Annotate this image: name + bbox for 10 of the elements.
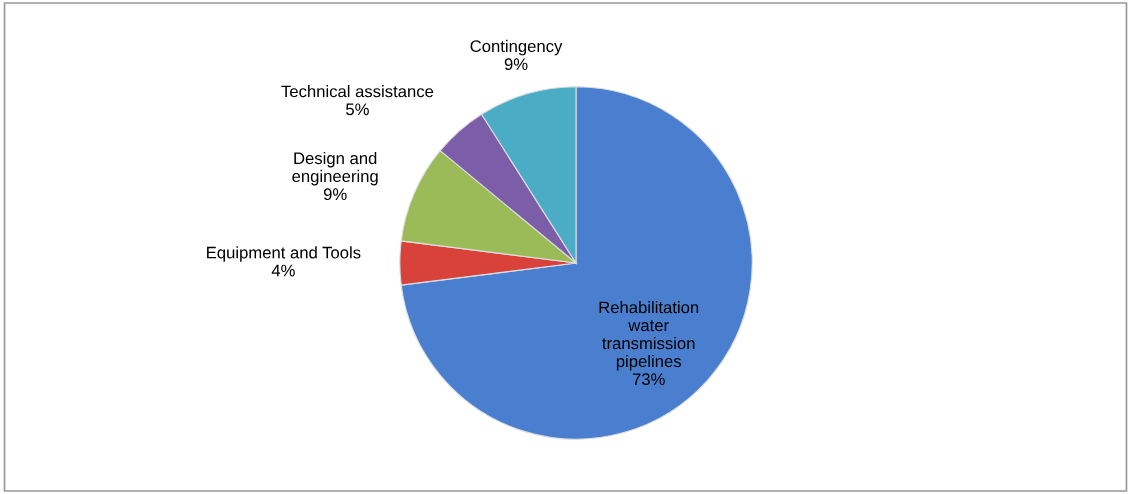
slice-label: Rehabilitation water transmission pipelines — [599, 301, 699, 371]
data-label: 9% — [323, 188, 347, 201]
data-label: 5% — [346, 103, 369, 116]
slice-label: Contingency — [470, 39, 563, 56]
data-label: 73% — [632, 373, 665, 386]
slice-label: Equipment and Tools — [207, 246, 361, 262]
data-label: 9% — [504, 58, 528, 71]
slice-label: Technical assistance — [281, 85, 434, 98]
data-label: 4% — [271, 264, 295, 277]
slice-label: Design and engineering — [292, 151, 378, 186]
